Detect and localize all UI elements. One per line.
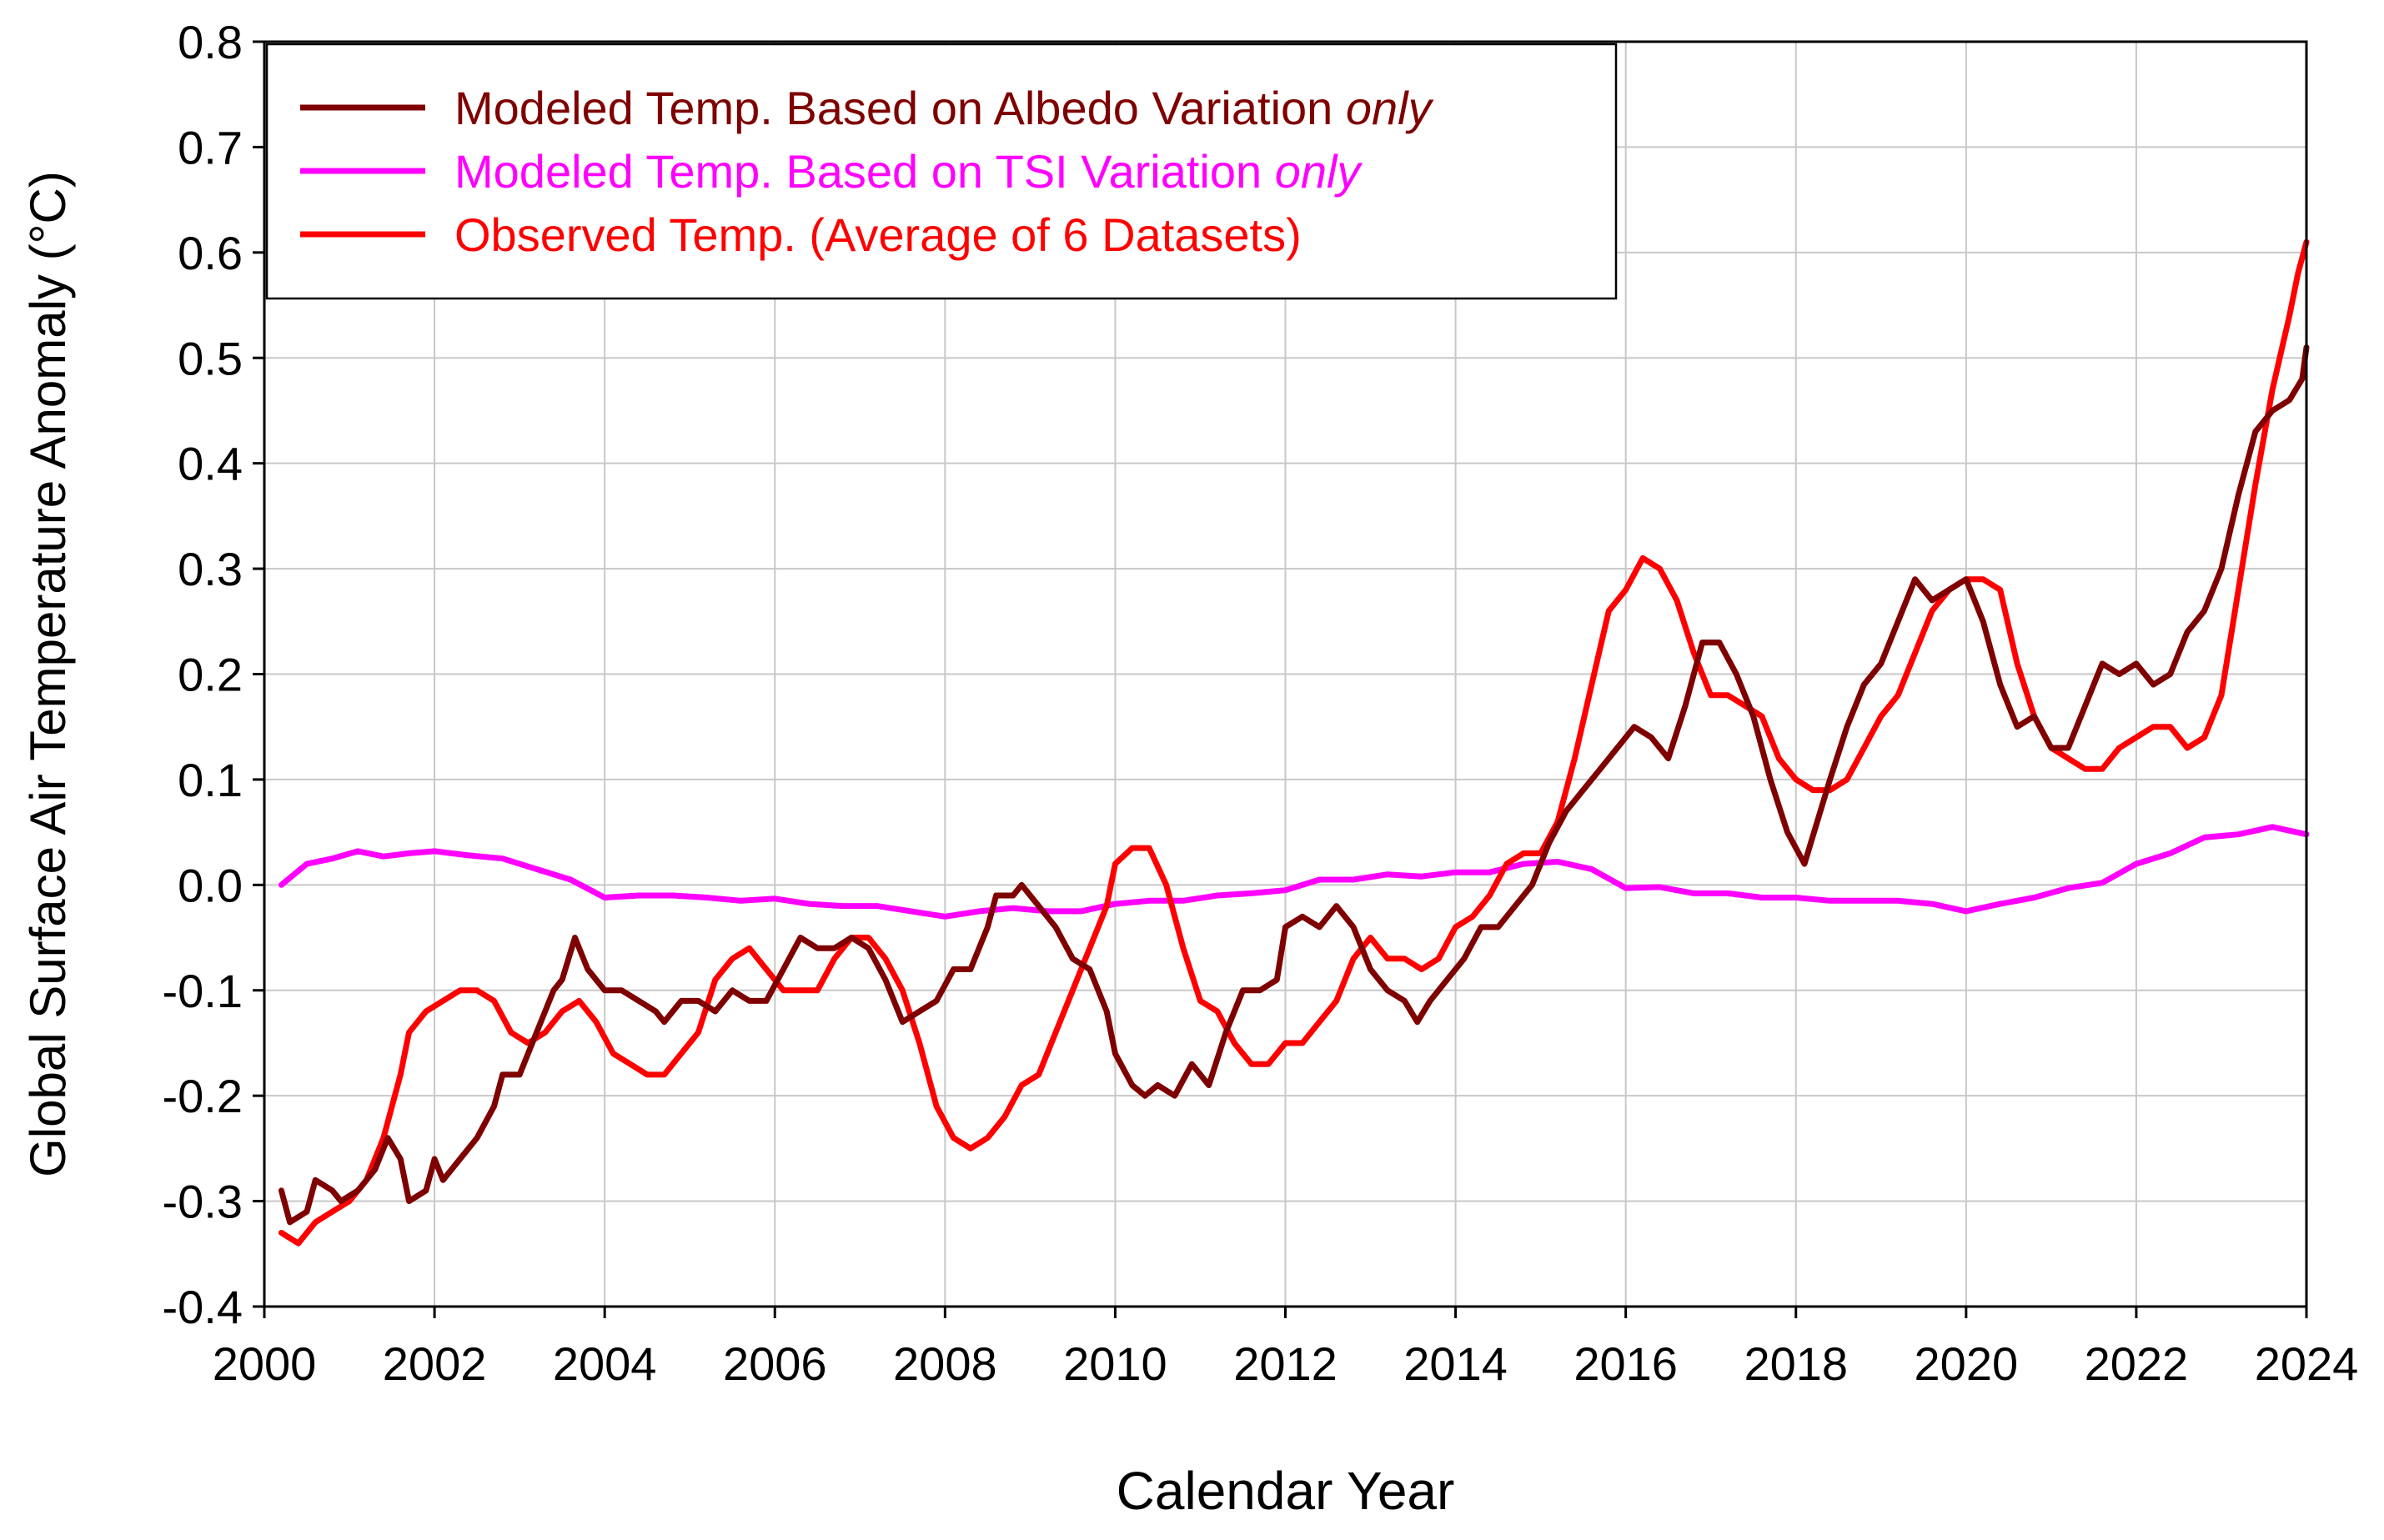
y-tick-label: -0.4: [163, 1281, 243, 1333]
x-tick-label: 2004: [553, 1337, 657, 1390]
y-tick-label: -0.2: [163, 1070, 243, 1122]
y-tick-label: 0.0: [178, 859, 243, 911]
y-tick-label: -0.1: [163, 965, 243, 1017]
y-tick-label: 0.3: [178, 543, 243, 595]
observed-temp-line: [278, 238, 2310, 1247]
y-tick-label: 0.5: [178, 332, 243, 384]
x-tick-label: 2008: [893, 1337, 997, 1390]
y-tick-label: 0.8: [178, 16, 243, 68]
legend-label: Observed Temp. (Average of 6 Datasets): [454, 208, 1302, 261]
y-tick-label: 0.7: [178, 121, 243, 173]
x-tick-label: 2022: [2085, 1337, 2189, 1390]
x-tick-label: 2000: [213, 1337, 317, 1390]
legend-label: Modeled Temp. Based on Albedo Variation …: [454, 82, 1434, 134]
legend-box: [265, 43, 1618, 300]
x-tick-label: 2020: [1915, 1337, 2019, 1390]
y-tick-label: 0.1: [178, 754, 243, 806]
y-tick-label: 0.2: [178, 649, 243, 701]
y-tick-label: 0.6: [178, 227, 243, 279]
x-tick-label: 2010: [1063, 1337, 1167, 1390]
x-tick-label: 2002: [383, 1337, 487, 1390]
x-tick-label: 2018: [1744, 1337, 1848, 1390]
y-tick-label: -0.3: [163, 1176, 243, 1228]
tsi-model-line: [278, 824, 2310, 920]
x-tick-label: 2014: [1403, 1337, 1508, 1390]
legend: Modeled Temp. Based on Albedo Variation …: [265, 43, 1618, 300]
x-tick-label: 2012: [1233, 1337, 1338, 1390]
x-tick-label: 2016: [1573, 1337, 1678, 1390]
x-tick-label: 2024: [2255, 1337, 2359, 1390]
series-lines: [278, 238, 2310, 1247]
y-tick-label: 0.4: [178, 438, 243, 490]
legend-label: Modeled Temp. Based on TSI Variation onl…: [454, 145, 1363, 198]
albedo-model-line: [278, 344, 2310, 1226]
x-tick-label: 2006: [723, 1337, 827, 1390]
x-axis-label: Calendar Year: [1117, 1461, 1455, 1521]
y-axis-label: Global Surface Air Temperature Anomaly (…: [20, 171, 76, 1177]
axis-ticks: 2000 2002 2004 2006 2008 2010 2012 2014 2016 2018…: [163, 16, 2359, 1390]
